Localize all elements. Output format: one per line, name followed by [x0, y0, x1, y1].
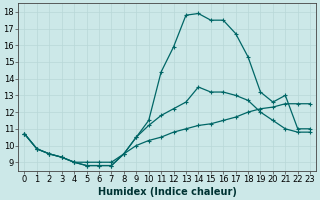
X-axis label: Humidex (Indice chaleur): Humidex (Indice chaleur) [98, 187, 237, 197]
